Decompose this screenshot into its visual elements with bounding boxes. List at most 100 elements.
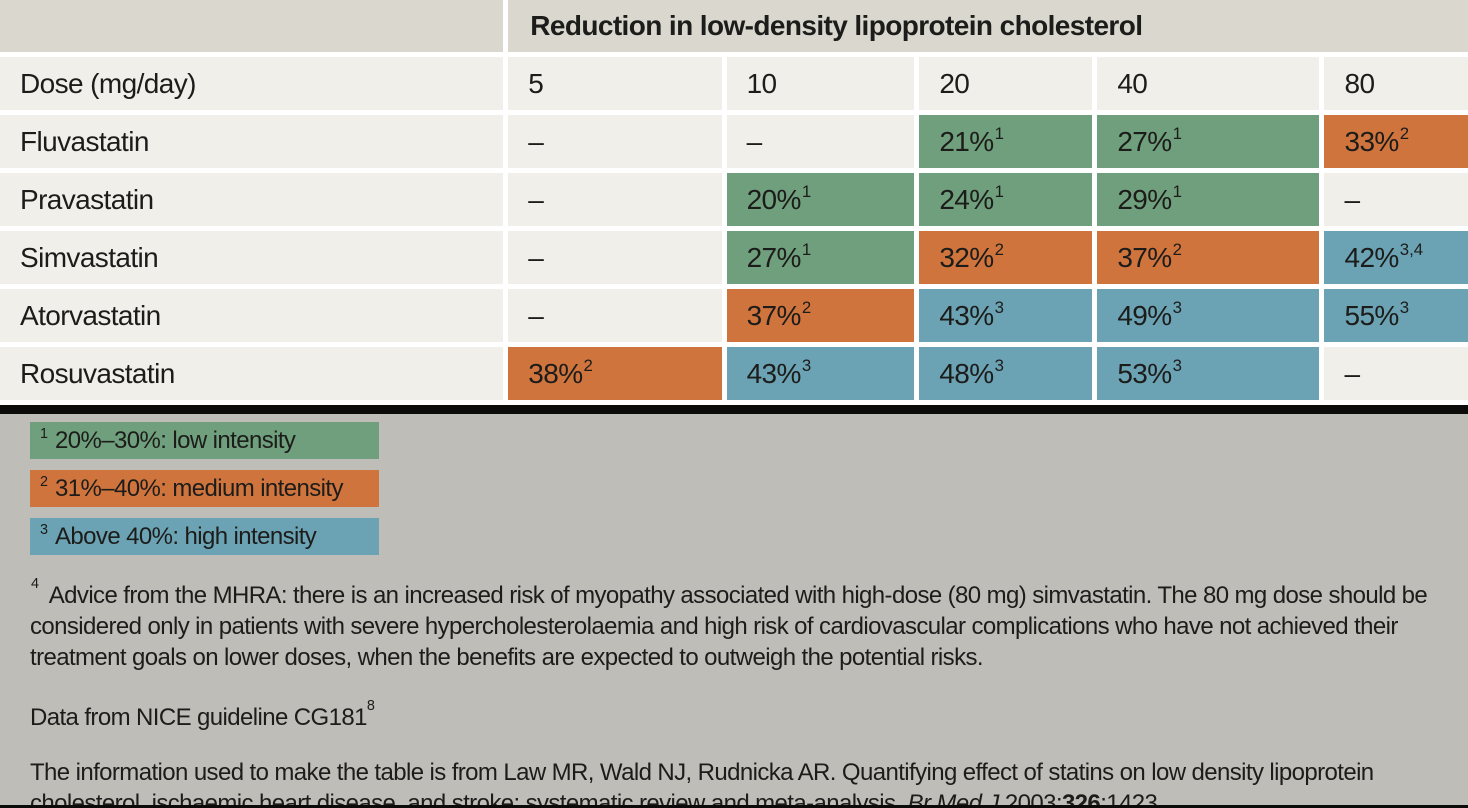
value-cell: – [508, 115, 722, 168]
citation-year: 2003; [1004, 790, 1063, 805]
value-cell: 21% 1 [919, 115, 1093, 168]
drug-name: Simvastatin [0, 231, 504, 284]
legend-marker: 3 [40, 522, 49, 539]
value-footnote-marker: 3 [1172, 355, 1182, 375]
drug-name: Rosuvastatin [0, 347, 504, 400]
value-cell: 27% 1 [726, 231, 915, 284]
value-footnote-marker: 1 [801, 239, 812, 259]
value-footnote-marker: 1 [994, 123, 1004, 143]
dose-value-cell: 10 [726, 57, 915, 110]
value-cell: 53% 3 [1097, 347, 1320, 400]
value-cell: 42% 3,4 [1324, 231, 1468, 284]
value-cell: 49% 3 [1097, 289, 1320, 342]
value-text: 37% [1117, 241, 1172, 273]
value-cell: – [1324, 173, 1468, 226]
value-cell: 55% 3 [1324, 289, 1468, 342]
table-title: Reduction in low-density lipoprotein cho… [508, 0, 1468, 52]
drug-row: Pravastatin –20% 1 24% 1 29% 1– [0, 173, 1468, 226]
legend-item: 2 31%–40%: medium intensity [30, 470, 379, 507]
citation-text: The information used to make the table i… [30, 759, 1374, 805]
value-footnote-marker: 2 [801, 297, 812, 317]
value-text: 38% [528, 357, 583, 389]
value-text: 32% [939, 241, 994, 273]
citation-journal: Br Med J [907, 790, 1000, 805]
value-cell: 43% 3 [919, 289, 1093, 342]
value-text: – [528, 183, 544, 215]
value-text: 27% [1117, 125, 1172, 157]
legend-item: 1 20%–30%: low intensity [30, 422, 379, 459]
legend: 1 20%–30%: low intensity 2 31%–40%: medium … [30, 422, 1438, 555]
value-footnote-marker: 1 [1172, 123, 1182, 143]
value-footnote-marker: 2 [1172, 239, 1182, 259]
value-footnote-marker: 1 [994, 181, 1004, 201]
value-cell: 29% 1 [1097, 173, 1320, 226]
value-cell: 27% 1 [1097, 115, 1320, 168]
statin-table: Reduction in low-density lipoprotein cho… [0, 0, 1468, 400]
value-text: – [528, 299, 544, 331]
drug-row: Fluvastatin – –21% 1 27% 1 33% 2 [0, 115, 1468, 168]
value-text: 29% [1117, 183, 1172, 215]
value-cell: – [508, 289, 722, 342]
value-text: – [1344, 183, 1360, 215]
legend-marker: 1 [40, 426, 49, 443]
value-text: 24% [939, 183, 994, 215]
corner-cell [0, 0, 504, 52]
value-footnote-marker: 2 [994, 239, 1004, 259]
value-text: 49% [1117, 299, 1172, 331]
value-text: – [1344, 357, 1360, 389]
drug-name: Pravastatin [0, 173, 504, 226]
value-cell: 38% 2 [508, 347, 722, 400]
value-footnote-marker: 3 [994, 297, 1004, 317]
value-cell: 48% 3 [919, 347, 1093, 400]
value-text: 43% [746, 357, 802, 389]
dose-value-cell: 5 [508, 57, 722, 110]
value-cell: – [508, 231, 722, 284]
value-text: 27% [746, 241, 802, 273]
value-footnote-marker: 3 [1399, 297, 1410, 317]
legend-label: Above 40%: high intensity [55, 522, 317, 550]
dose-label: Dose (mg/day) [0, 57, 504, 110]
value-cell: 37% 2 [1097, 231, 1320, 284]
value-cell: 24% 1 [919, 173, 1093, 226]
value-text: 21% [939, 125, 994, 157]
dose-value-cell: 40 [1097, 57, 1320, 110]
drug-row: Simvastatin –27% 1 32% 2 37% 2 42% 3,4 [0, 231, 1468, 284]
value-text: 37% [746, 299, 802, 331]
citation-pages: :1423. [1100, 790, 1164, 805]
value-footnote-marker: 1 [1172, 181, 1182, 201]
legend-label: 31%–40%: medium intensity [55, 474, 343, 502]
value-footnote-marker: 3 [801, 355, 812, 375]
drug-name: Fluvastatin [0, 115, 504, 168]
value-text: 33% [1344, 125, 1399, 157]
drug-row: Atorvastatin –37% 2 43% 3 49% 3 55% 3 [0, 289, 1468, 342]
table-bottom-divider [0, 405, 1468, 414]
dose-value-cell: 80 [1324, 57, 1468, 110]
value-cell: 20% 1 [726, 173, 915, 226]
nice-source: Data from NICE guideline CG1818 [30, 697, 1438, 733]
value-text: 20% [746, 183, 802, 215]
value-cell: 32% 2 [919, 231, 1093, 284]
nice-source-marker: 8 [366, 697, 375, 714]
footnotes-section: 1 20%–30%: low intensity 2 31%–40%: medium … [0, 414, 1468, 805]
value-text: – [528, 125, 544, 157]
value-text: 42% [1344, 241, 1399, 273]
page-bottom-bar [0, 805, 1468, 808]
dose-value-cell: 20 [919, 57, 1093, 110]
legend-label: 20%–30%: low intensity [55, 426, 296, 454]
nice-source-text: Data from NICE guideline CG181 [30, 704, 367, 731]
value-text: 48% [939, 357, 994, 389]
value-text: 53% [1117, 357, 1172, 389]
value-text: 43% [939, 299, 994, 331]
mhra-footnote-text: Advice from the MHRA: there is an increa… [30, 582, 1428, 671]
value-footnote-marker: 2 [583, 355, 593, 375]
drug-name: Atorvastatin [0, 289, 504, 342]
table-header-row: Reduction in low-density lipoprotein cho… [0, 0, 1468, 52]
value-cell: – [508, 173, 722, 226]
value-text: 55% [1344, 299, 1399, 331]
value-cell: – [726, 115, 915, 168]
value-footnote-marker: 3,4 [1399, 239, 1424, 259]
legend-marker: 2 [40, 474, 49, 491]
value-footnote-marker: 2 [1399, 123, 1410, 143]
value-text: – [746, 125, 763, 157]
